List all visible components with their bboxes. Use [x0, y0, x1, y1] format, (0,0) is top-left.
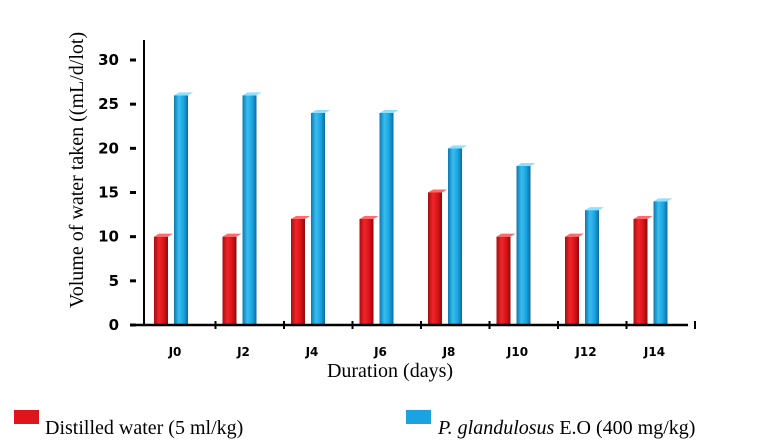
- y-tick-label: 10: [98, 228, 119, 246]
- y-tick-label: 20: [98, 139, 119, 157]
- bar-distilled-water-j0: [154, 233, 173, 325]
- y-axis-title: Volume of water taken ((mL/d/lot): [66, 32, 88, 308]
- bar-p-glandulosus-j2: [242, 92, 262, 325]
- legend-swatch-series-2: [406, 410, 431, 424]
- legend-label-series-2: P. glandulosus E.O (400 mg/kg): [437, 417, 695, 439]
- bar-p-glandulosus-j0: [174, 92, 193, 325]
- bar-p-glandulosus-j6: [379, 110, 399, 325]
- x-tick-label: J0: [168, 345, 182, 359]
- y-tick-label: 30: [98, 51, 119, 69]
- bar-distilled-water-j2: [222, 233, 242, 325]
- y-tick-label: 15: [98, 184, 119, 202]
- bars-layer: [154, 92, 673, 325]
- legend: Distilled water (5 ml/kg) P. glandulosus…: [14, 410, 695, 439]
- bar-distilled-water-j4: [291, 216, 310, 325]
- y-tick-label: 5: [109, 272, 119, 290]
- bar-p-glandulosus-j14: [653, 198, 673, 325]
- bar-distilled-water-j10: [496, 233, 516, 325]
- y-tick-label: 25: [98, 95, 119, 113]
- y-axis-ticks: 0 5 10 15 20 25 30: [98, 51, 136, 334]
- bar-p-glandulosus-j4: [311, 110, 330, 325]
- bar-p-glandulosus-j10: [516, 163, 536, 325]
- x-tick-label: J14: [643, 345, 665, 359]
- x-axis-ticks: J0 J2 J4 J6 J8 J10 J12 J14: [168, 321, 696, 359]
- bar-distilled-water-j12: [565, 233, 584, 325]
- bar-distilled-water-j8: [428, 189, 447, 325]
- legend-label-series-1: Distilled water (5 ml/kg): [45, 417, 243, 439]
- x-tick-label: J6: [373, 345, 387, 359]
- x-tick-label: J8: [442, 345, 456, 359]
- x-tick-label: J2: [236, 345, 250, 359]
- y-tick-label: 0: [109, 316, 119, 334]
- bar-p-glandulosus-j12: [585, 207, 604, 325]
- x-tick-label: J4: [305, 345, 319, 359]
- x-tick-label: J12: [574, 345, 596, 359]
- x-tick-label: J10: [506, 345, 528, 359]
- legend-swatch-series-1: [14, 410, 39, 424]
- bar-p-glandulosus-j8: [448, 145, 467, 325]
- bar-distilled-water-j14: [633, 216, 653, 325]
- x-axis-title: Duration (days): [327, 360, 453, 382]
- bar-distilled-water-j6: [359, 216, 379, 325]
